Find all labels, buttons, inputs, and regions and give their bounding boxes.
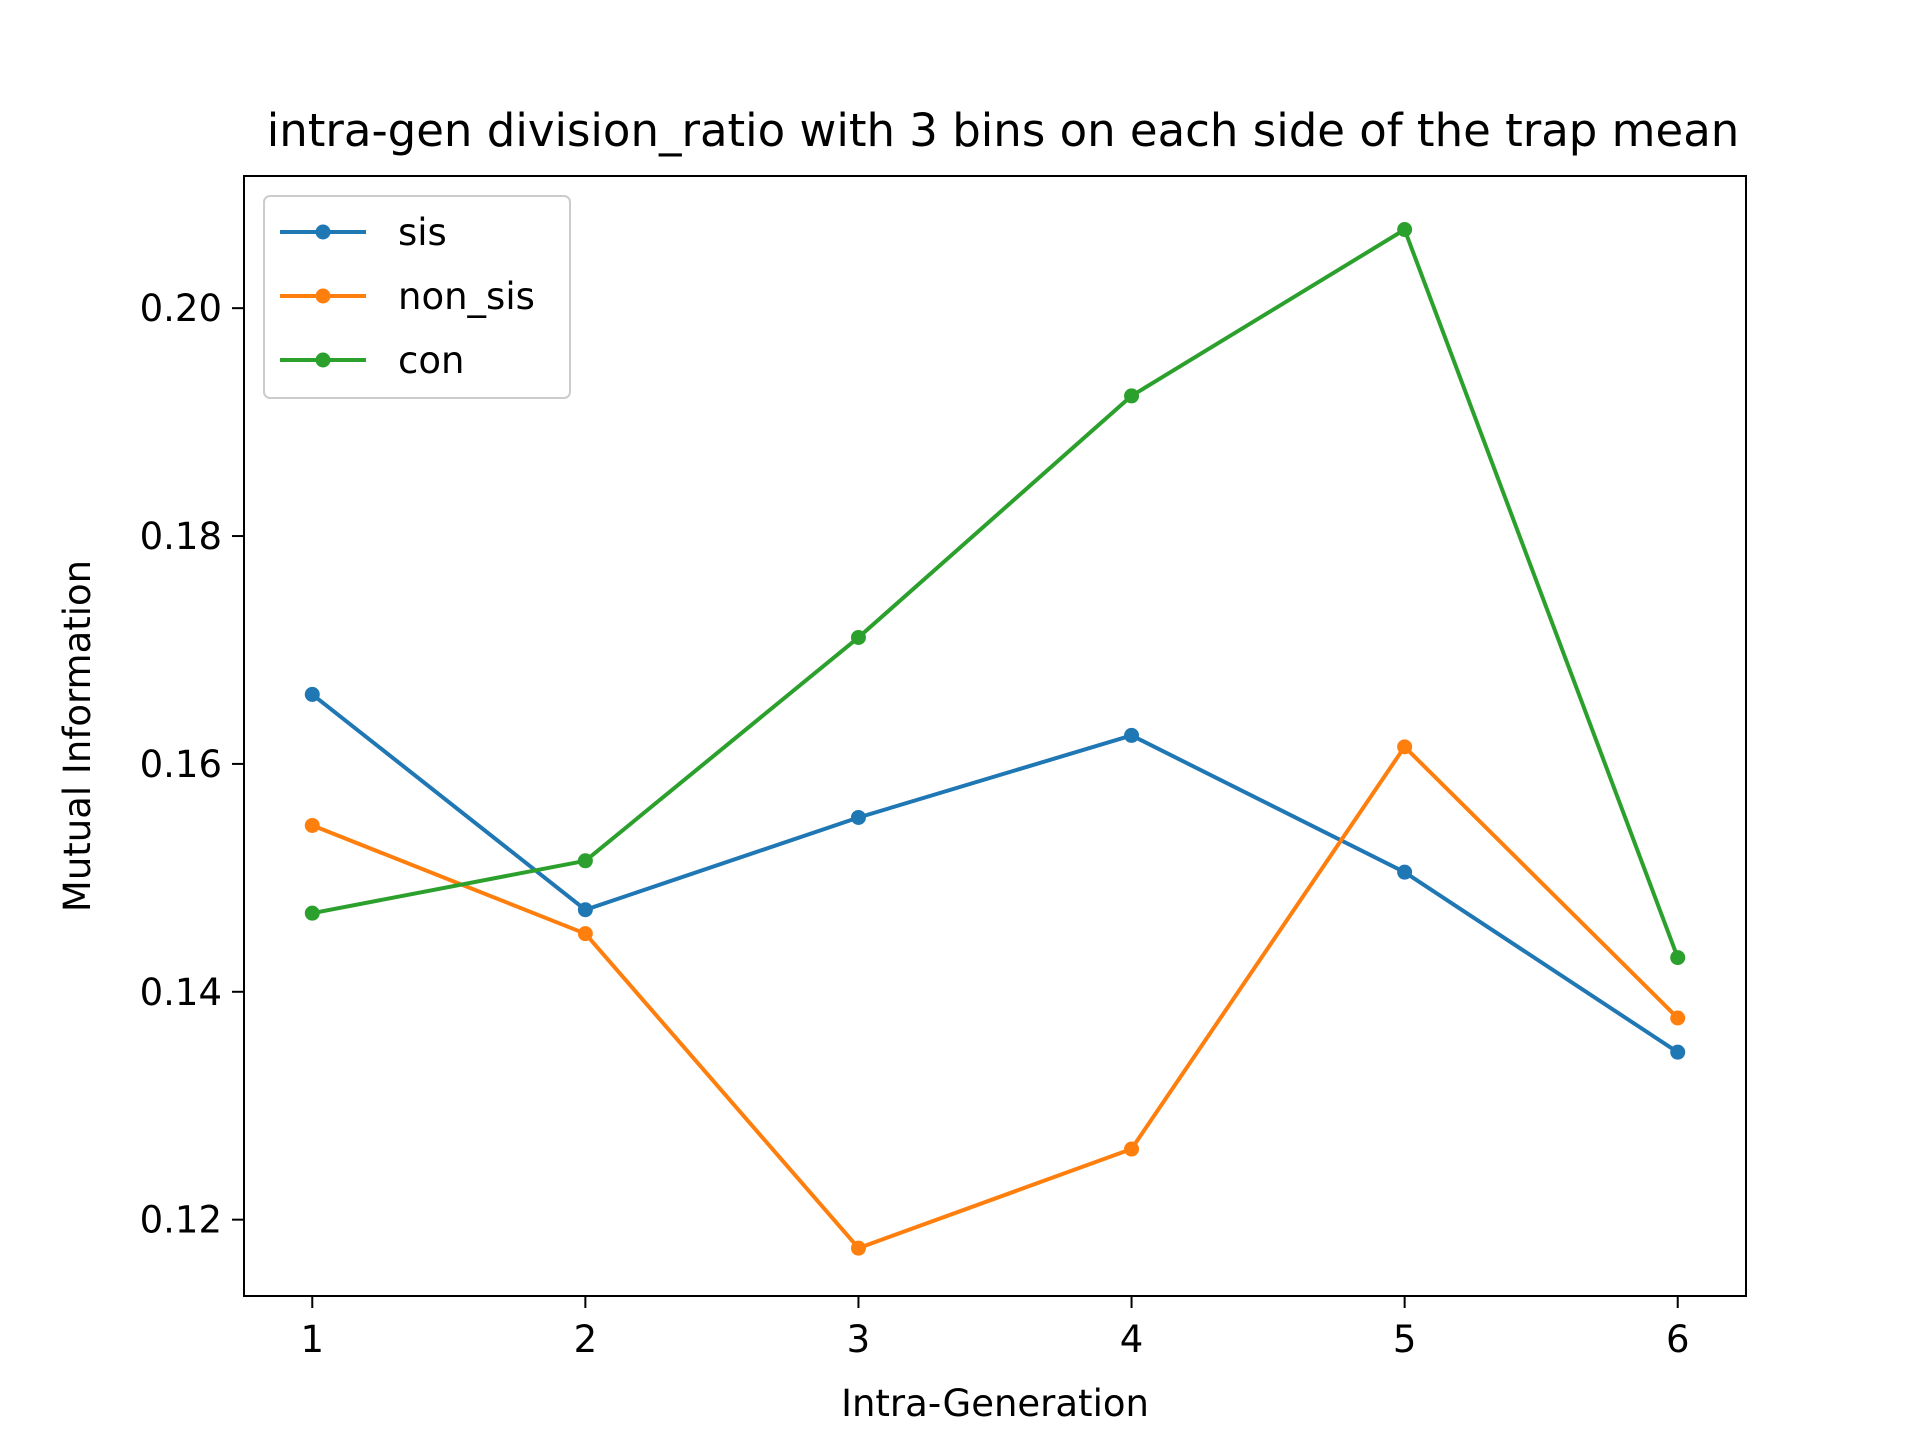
y-tick-label: 0.18 <box>140 515 222 558</box>
x-tick-label: 1 <box>300 1318 324 1361</box>
data-point-con-2 <box>577 853 593 869</box>
legend-label-con: con <box>398 339 464 382</box>
data-point-sis-1 <box>304 686 320 702</box>
data-point-sis-2 <box>577 902 593 918</box>
data-point-sis-5 <box>1397 864 1413 880</box>
x-tick-label: 4 <box>1120 1318 1144 1361</box>
legend-marker-con <box>315 352 331 368</box>
data-point-con-6 <box>1670 950 1686 966</box>
legend-label-non_sis: non_sis <box>398 275 535 318</box>
chart-title: intra-gen division_ratio with 3 bins on … <box>267 104 1740 157</box>
data-point-sis-3 <box>850 809 866 825</box>
series-points <box>304 222 1686 1256</box>
data-point-non_sis-6 <box>1670 1010 1686 1026</box>
legend-marker-sis <box>315 224 331 240</box>
data-point-con-3 <box>850 629 866 645</box>
y-tick-label: 0.12 <box>140 1199 222 1242</box>
x-tick-label: 2 <box>574 1318 598 1361</box>
series-line-non_sis <box>309 744 1681 1251</box>
data-point-non_sis-2 <box>577 926 593 942</box>
data-point-con-1 <box>304 905 320 921</box>
data-point-non_sis-1 <box>304 817 320 833</box>
data-point-non_sis-4 <box>1124 1141 1140 1157</box>
series-lines <box>309 227 1681 1251</box>
x-tick-label: 5 <box>1393 1318 1417 1361</box>
series-line-sis <box>309 691 1681 1055</box>
data-point-con-4 <box>1124 388 1140 404</box>
data-point-non_sis-5 <box>1397 739 1413 755</box>
x-tick-label: 3 <box>847 1318 871 1361</box>
y-tick-label: 0.16 <box>140 743 222 786</box>
plot-frame <box>243 175 1747 1297</box>
y-axis-label: Mutual Information <box>56 560 99 912</box>
data-point-sis-6 <box>1670 1044 1686 1060</box>
data-point-con-5 <box>1397 222 1413 238</box>
legend-box <box>263 195 571 399</box>
data-point-non_sis-3 <box>850 1240 866 1256</box>
legend-marker-non_sis <box>315 288 331 304</box>
y-tick-label: 0.14 <box>140 971 222 1014</box>
y-axis-ticks: 0.12 0.14 0.16 0.18 0.20 <box>140 287 244 1242</box>
data-point-sis-4 <box>1124 727 1140 743</box>
x-axis-label: Intra-Generation <box>841 1382 1149 1425</box>
series-line-con <box>309 227 1681 961</box>
x-axis-ticks: 1 2 3 4 5 6 <box>300 1296 1690 1361</box>
legend-label-sis: sis <box>398 211 447 254</box>
y-tick-label: 0.20 <box>140 287 222 330</box>
x-tick-label: 6 <box>1666 1318 1690 1361</box>
